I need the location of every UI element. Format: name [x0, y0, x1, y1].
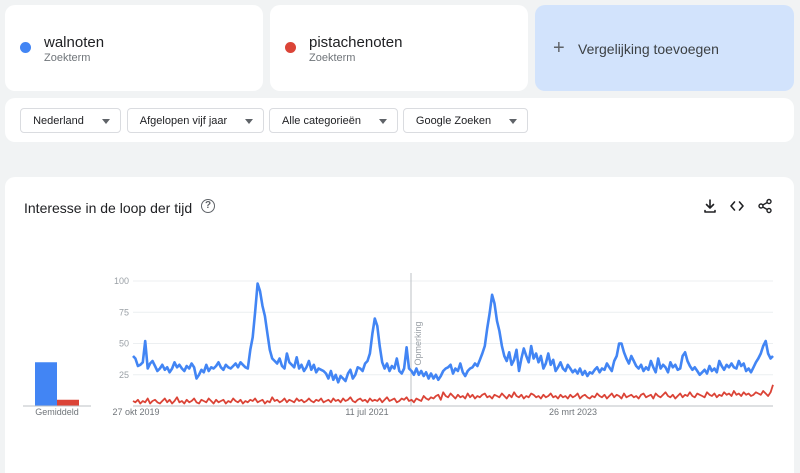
term-name: pistachenoten — [309, 34, 403, 51]
interest-chart: 25 50 75 100 27 okt 2019 11 jul 2021 26 mrt 20… — [23, 273, 774, 417]
x-tick-label: 11 jul 2021 — [345, 407, 388, 417]
period-value: Afgelopen vijf jaar — [139, 115, 228, 127]
search-type-value: Google Zoeken — [415, 115, 492, 127]
average-bar-pistachenoten — [57, 399, 79, 406]
interest-over-time-panel: Interesse in de loop der tijd ? 25 50 75 10… — [5, 177, 794, 473]
search-term-card-2[interactable]: pistachenoten Zoekterm — [270, 5, 528, 91]
y-tick-label: 25 — [119, 370, 129, 380]
help-icon[interactable]: ? — [201, 199, 215, 213]
term-type: Zoekterm — [44, 52, 91, 64]
annotation-label: Opmerking — [413, 321, 423, 365]
series-line-walnoten — [132, 282, 774, 384]
caret-down-icon — [102, 119, 110, 124]
panel-title: Interesse in de loop der tijd — [24, 200, 193, 216]
series-line-pistachenoten — [132, 384, 774, 405]
plus-icon: + — [553, 37, 565, 59]
caret-down-icon — [379, 119, 387, 124]
term-color-dot — [20, 42, 31, 53]
caret-down-icon — [245, 119, 253, 124]
y-tick-label: 50 — [119, 339, 129, 349]
add-comparison-button[interactable]: + Vergelijking toevoegen — [535, 5, 794, 91]
y-tick-label: 100 — [114, 276, 129, 286]
term-color-dot — [285, 42, 296, 53]
search-type-dropdown[interactable]: Google Zoeken — [403, 108, 528, 133]
add-comparison-label: Vergelijking toevoegen — [578, 41, 719, 57]
search-term-card-1[interactable]: walnoten Zoekterm — [5, 5, 263, 91]
average-bar-walnoten — [35, 362, 57, 406]
term-name: walnoten — [44, 34, 105, 51]
category-value: Alle categorieën — [282, 115, 361, 127]
period-dropdown[interactable]: Afgelopen vijf jaar — [127, 108, 264, 133]
share-icon[interactable] — [756, 197, 774, 215]
x-tick-label: 26 mrt 2023 — [549, 407, 597, 417]
average-label: Gemiddeld — [35, 407, 79, 417]
region-value: Nederland — [33, 115, 84, 127]
term-type: Zoekterm — [309, 52, 356, 64]
x-tick-label: 27 okt 2019 — [112, 407, 159, 417]
region-dropdown[interactable]: Nederland — [20, 108, 121, 133]
caret-down-icon — [509, 119, 517, 124]
y-tick-label: 75 — [119, 307, 129, 317]
filter-bar: Nederland Afgelopen vijf jaar Alle categ… — [5, 98, 794, 142]
download-icon[interactable] — [701, 197, 719, 215]
embed-code-icon[interactable] — [728, 197, 746, 215]
category-dropdown[interactable]: Alle categorieën — [269, 108, 398, 133]
